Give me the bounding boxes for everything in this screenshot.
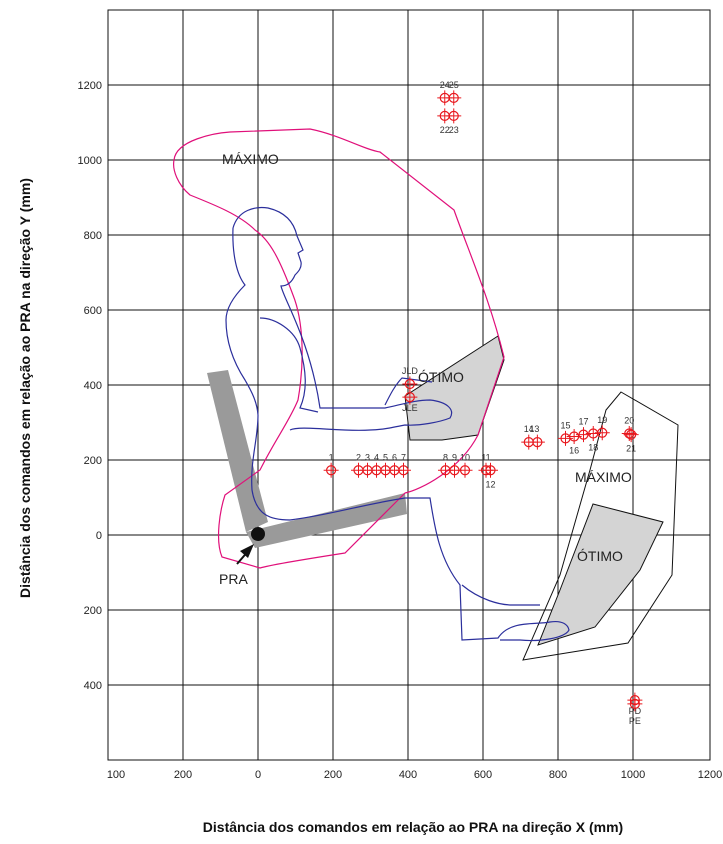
control-id-label: 25 bbox=[449, 80, 459, 90]
y-tick-label: 400 bbox=[84, 680, 102, 692]
control-marker: 4 bbox=[369, 452, 384, 478]
control-id-label: 17 bbox=[578, 417, 588, 427]
control-id-label: 3 bbox=[365, 452, 370, 462]
control-id-label: 15 bbox=[560, 420, 570, 430]
control-marker: 7 bbox=[396, 452, 411, 478]
y-tick-label: 200 bbox=[84, 605, 102, 617]
control-id-label: 1 bbox=[329, 452, 334, 462]
control-id-label: 4 bbox=[374, 452, 379, 462]
y-tick-label: 1200 bbox=[78, 80, 102, 92]
control-marker: 25 bbox=[446, 80, 462, 106]
seat-cushion bbox=[246, 493, 407, 548]
control-id-label: 18 bbox=[588, 443, 598, 453]
y-tick-label: 0 bbox=[96, 530, 102, 542]
control-id-label: 21 bbox=[626, 444, 636, 454]
grid bbox=[107, 9, 711, 761]
control-id-label: 10 bbox=[460, 452, 470, 462]
control-id-label: 7 bbox=[401, 452, 406, 462]
control-id-label: 13 bbox=[529, 424, 539, 434]
control-id-label: PE bbox=[629, 716, 641, 726]
y-axis-ticks: 1200 1000 800 600 400 200 0 200 400 bbox=[78, 80, 102, 692]
control-id-label: 2 bbox=[356, 452, 361, 462]
hand-optimal-label: ÓTIMO bbox=[418, 369, 464, 385]
y-tick-label: 600 bbox=[84, 305, 102, 317]
x-tick-label: 1200 bbox=[698, 769, 722, 781]
x-tick-label: 100 bbox=[107, 769, 125, 781]
x-tick-label: 600 bbox=[474, 769, 492, 781]
control-id-label: 22 bbox=[440, 125, 450, 135]
y-tick-label: 200 bbox=[84, 455, 102, 467]
control-id-label: 6 bbox=[392, 452, 397, 462]
mannequin bbox=[225, 206, 570, 642]
foot-optimal-label: ÓTIMO bbox=[577, 548, 623, 564]
control-id-label: 5 bbox=[383, 452, 388, 462]
x-axis-ticks: 100 200 0 200 400 600 800 1000 1200 bbox=[107, 769, 722, 781]
control-marker: 14 bbox=[521, 424, 537, 450]
control-id-label: 19 bbox=[597, 415, 607, 425]
control-marker: 6 bbox=[387, 452, 402, 478]
control-id-label: 20 bbox=[624, 416, 634, 426]
control-marker: 2 bbox=[351, 452, 366, 478]
foot-maximum-label: MÁXIMO bbox=[575, 469, 632, 485]
control-marker: 5 bbox=[378, 452, 393, 478]
x-tick-label: 1000 bbox=[621, 769, 645, 781]
x-tick-label: 800 bbox=[549, 769, 567, 781]
control-marker: 12 bbox=[483, 462, 498, 489]
control-id-label: 9 bbox=[452, 452, 457, 462]
control-marker: 21 bbox=[623, 427, 639, 454]
y-tick-label: 1000 bbox=[78, 155, 102, 167]
control-id-label: 12 bbox=[485, 479, 495, 489]
y-tick-label: 400 bbox=[84, 380, 102, 392]
control-marker: 8 bbox=[438, 452, 453, 478]
control-marker: 11 bbox=[478, 452, 494, 478]
control-marker: 3 bbox=[360, 452, 375, 478]
x-tick-label: 200 bbox=[174, 769, 192, 781]
control-id-label: JLE bbox=[402, 403, 418, 413]
pra-arrow-head bbox=[240, 544, 254, 558]
control-id-label: 23 bbox=[449, 125, 459, 135]
control-marker: PE bbox=[627, 696, 643, 726]
foot-maximum-envelope bbox=[522, 391, 679, 661]
control-id-label: 16 bbox=[569, 446, 579, 456]
control-marker: JLE bbox=[402, 389, 418, 413]
x-axis-title: Distância dos comandos em relação ao PRA… bbox=[203, 819, 623, 835]
x-tick-label: 0 bbox=[255, 769, 261, 781]
control-marker: JLD bbox=[402, 366, 419, 392]
x-tick-label: 200 bbox=[324, 769, 342, 781]
pra-label: PRA bbox=[219, 571, 248, 587]
hand-maximum-envelope bbox=[173, 128, 505, 569]
pra-point bbox=[251, 527, 265, 541]
foot-optimal-zone bbox=[537, 503, 664, 646]
x-tick-label: 400 bbox=[399, 769, 417, 781]
control-id-label: 24 bbox=[440, 80, 450, 90]
control-marker: 23 bbox=[446, 108, 462, 135]
control-id-label: JLD bbox=[402, 366, 419, 376]
control-marker: 19 bbox=[594, 415, 610, 441]
y-tick-label: 800 bbox=[84, 230, 102, 242]
control-id-label: 8 bbox=[443, 452, 448, 462]
control-id-label: 11 bbox=[481, 452, 490, 462]
control-id-label: 14 bbox=[524, 424, 534, 434]
control-marker: 1 bbox=[323, 452, 339, 478]
y-axis-title: Distância dos comandos em relação ao PRA… bbox=[17, 178, 33, 598]
control-marker: 10 bbox=[457, 452, 473, 478]
hand-maximum-label: MÁXIMO bbox=[222, 151, 279, 167]
